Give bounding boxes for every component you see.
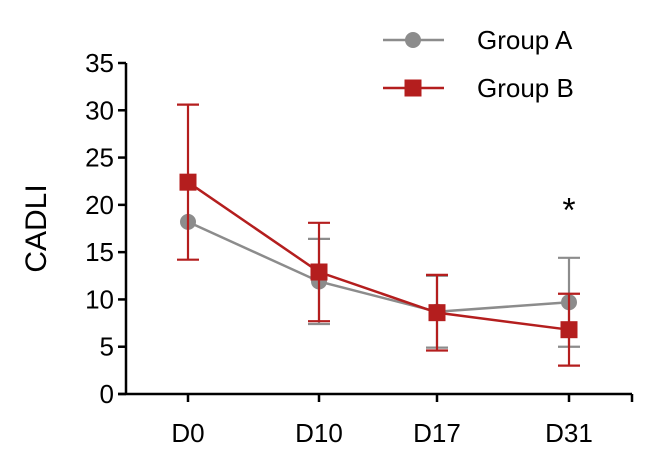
y-tick-label-15: 15 (85, 237, 114, 267)
data-point-D0 (179, 173, 197, 191)
series-line (187, 181, 570, 331)
data-point-D17 (428, 304, 446, 322)
y-tick-label-5: 5 (100, 332, 114, 362)
series-layer (177, 103, 580, 367)
series-group-a (180, 213, 580, 349)
x-tick-label-D0: D0 (171, 418, 204, 448)
y-tick-label-10: 10 (85, 284, 114, 314)
y-tick-label-25: 25 (85, 143, 114, 173)
significance-asterisk: * (562, 192, 575, 230)
y-tick-label-0: 0 (100, 379, 114, 409)
legend-item-group-b: Group B (383, 73, 574, 103)
legend-label: Group A (477, 25, 573, 55)
legend-item-group-a: Group A (383, 25, 573, 55)
data-point-D10 (310, 263, 328, 281)
y-tick-label-30: 30 (85, 95, 114, 125)
legend-marker (404, 79, 422, 97)
series-group-b (177, 103, 580, 367)
series-line (187, 220, 570, 313)
x-tick-label-D10: D10 (295, 418, 343, 448)
y-tick-label-20: 20 (85, 190, 114, 220)
legend-marker (405, 32, 421, 48)
legend: Group A Group B (383, 25, 574, 103)
data-point-D31 (560, 321, 578, 339)
y-axis-title: CADLI (20, 184, 53, 272)
axes: 0 5 10 15 20 25 30 35 D0 D10 D17 D31 CADLI (20, 48, 634, 448)
annotations: * (562, 192, 575, 230)
legend-label: Group B (477, 73, 574, 103)
y-tick-label-35: 35 (85, 48, 114, 78)
x-tick-label-D17: D17 (413, 418, 461, 448)
x-tick-label-D31: D31 (545, 418, 593, 448)
